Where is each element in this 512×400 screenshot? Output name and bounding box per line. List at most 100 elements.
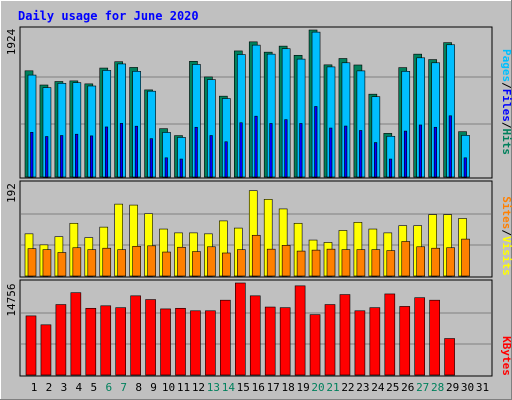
- bar-sites-13: [207, 246, 216, 277]
- bar-kbytes-19: [294, 285, 306, 376]
- x-label-day-9: 9: [150, 381, 157, 394]
- bar-sites-14: [222, 252, 231, 277]
- bar-pages-6: [104, 126, 109, 178]
- bar-sites-21: [326, 248, 336, 277]
- bar-pages-5: [90, 135, 94, 178]
- bar-sites-25: [386, 250, 396, 277]
- bar-pages-27: [418, 124, 423, 178]
- x-label-day-14: 14: [222, 381, 236, 394]
- bar-kbytes-14: [220, 299, 231, 376]
- x-label-day-11: 11: [177, 381, 190, 394]
- x-label-day-2: 2: [46, 381, 53, 394]
- x-label-day-10: 10: [162, 381, 175, 394]
- bar-kbytes-21: [324, 304, 336, 376]
- legend-bottom: KBytes: [500, 336, 512, 376]
- bar-sites-15: [237, 249, 246, 277]
- bar-sites-10: [162, 251, 171, 277]
- x-label-day-28: 28: [431, 381, 444, 394]
- x-label-day-17: 17: [267, 381, 280, 394]
- legend-word-kbytes: KBytes: [500, 336, 512, 376]
- middle-ymax-label: 192: [5, 183, 18, 203]
- bar-kbytes-6: [100, 305, 112, 376]
- bar-kbytes-20: [309, 314, 321, 376]
- x-label-day-21: 21: [326, 381, 339, 394]
- x-label-day-8: 8: [135, 381, 142, 394]
- bar-sites-6: [102, 247, 112, 277]
- bar-sites-2: [42, 249, 52, 277]
- bar-kbytes-22: [339, 294, 351, 376]
- bar-kbytes-2: [40, 324, 52, 376]
- legend-top: Pages/Files/Hits: [500, 49, 512, 155]
- bar-kbytes-28: [429, 299, 440, 376]
- bar-sites-12: [192, 251, 201, 277]
- bar-kbytes-23: [354, 310, 366, 376]
- x-label-day-23: 23: [356, 381, 369, 394]
- bar-pages-8: [134, 125, 138, 178]
- x-label-day-24: 24: [371, 381, 385, 394]
- x-label-day-19: 19: [296, 381, 309, 394]
- bar-kbytes-10: [160, 308, 171, 376]
- bar-layer: [24, 29, 470, 376]
- legend-word-slash: /: [500, 122, 512, 129]
- bar-pages-3: [60, 135, 64, 178]
- bar-kbytes-3: [55, 304, 67, 376]
- bar-sites-27: [416, 246, 426, 277]
- legend-word-slash: /: [500, 82, 512, 89]
- bar-kbytes-13: [205, 310, 216, 376]
- bar-sites-23: [356, 249, 366, 277]
- bar-sites-24: [371, 249, 381, 277]
- x-label-day-6: 6: [105, 381, 112, 394]
- bar-pages-28: [433, 126, 437, 178]
- bar-sites-22: [341, 249, 351, 277]
- bar-sites-16: [251, 234, 261, 277]
- bar-sites-8: [132, 245, 141, 277]
- x-label-day-4: 4: [76, 381, 83, 394]
- bar-sites-18: [281, 245, 291, 277]
- bar-pages-22: [344, 125, 348, 178]
- bar-sites-1: [27, 248, 37, 277]
- bar-kbytes-25: [384, 293, 396, 376]
- legend-word-pages: Pages: [500, 49, 512, 82]
- bar-kbytes-5: [85, 307, 97, 376]
- chart-title: Daily usage for June 2020: [18, 9, 199, 23]
- bar-pages-23: [359, 130, 363, 178]
- bar-pages-20: [314, 106, 318, 178]
- bar-kbytes-7: [115, 307, 126, 376]
- x-label-day-3: 3: [61, 381, 68, 394]
- x-label-day-12: 12: [192, 381, 205, 394]
- bar-kbytes-9: [145, 299, 156, 376]
- bar-sites-28: [431, 247, 440, 277]
- legend-word-slash: /: [500, 229, 512, 236]
- legend-word-hits: Hits: [500, 129, 512, 156]
- bar-pages-30: [463, 157, 467, 178]
- x-label-day-20: 20: [311, 381, 324, 394]
- x-label-day-27: 27: [416, 381, 429, 394]
- bar-pages-21: [329, 127, 333, 178]
- bar-kbytes-8: [130, 295, 141, 376]
- x-label-day-16: 16: [252, 381, 265, 394]
- bar-sites-26: [401, 241, 411, 277]
- bar-sites-20: [311, 249, 321, 277]
- bar-pages-4: [75, 133, 79, 178]
- legend-middle-text: Sites/Visits: [500, 196, 512, 276]
- bar-kbytes-15: [235, 282, 246, 376]
- bar-pages-18: [284, 119, 288, 178]
- bar-kbytes-1: [25, 315, 37, 376]
- bar-pages-13: [209, 135, 213, 178]
- bar-pages-9: [149, 138, 153, 178]
- x-label-day-7: 7: [120, 381, 127, 394]
- bar-sites-4: [72, 247, 82, 277]
- bar-pages-19: [299, 123, 303, 178]
- x-label-day-26: 26: [401, 381, 414, 394]
- bar-kbytes-16: [249, 295, 261, 376]
- x-axis-labels: 1 2 3 4 5 6 7 8 9 10 11 12 13 14 15 16 17 18 19 20 21 22 23 24 2…: [31, 381, 489, 394]
- bar-sites-11: [177, 246, 186, 277]
- bar-pages-11: [179, 158, 183, 178]
- bar-pages-29: [448, 115, 452, 178]
- bar-kbytes-17: [264, 306, 276, 376]
- x-label-day-31: 31: [476, 381, 489, 394]
- x-label-day-18: 18: [282, 381, 295, 394]
- bar-sites-19: [296, 250, 306, 277]
- bar-sites-7: [117, 249, 126, 277]
